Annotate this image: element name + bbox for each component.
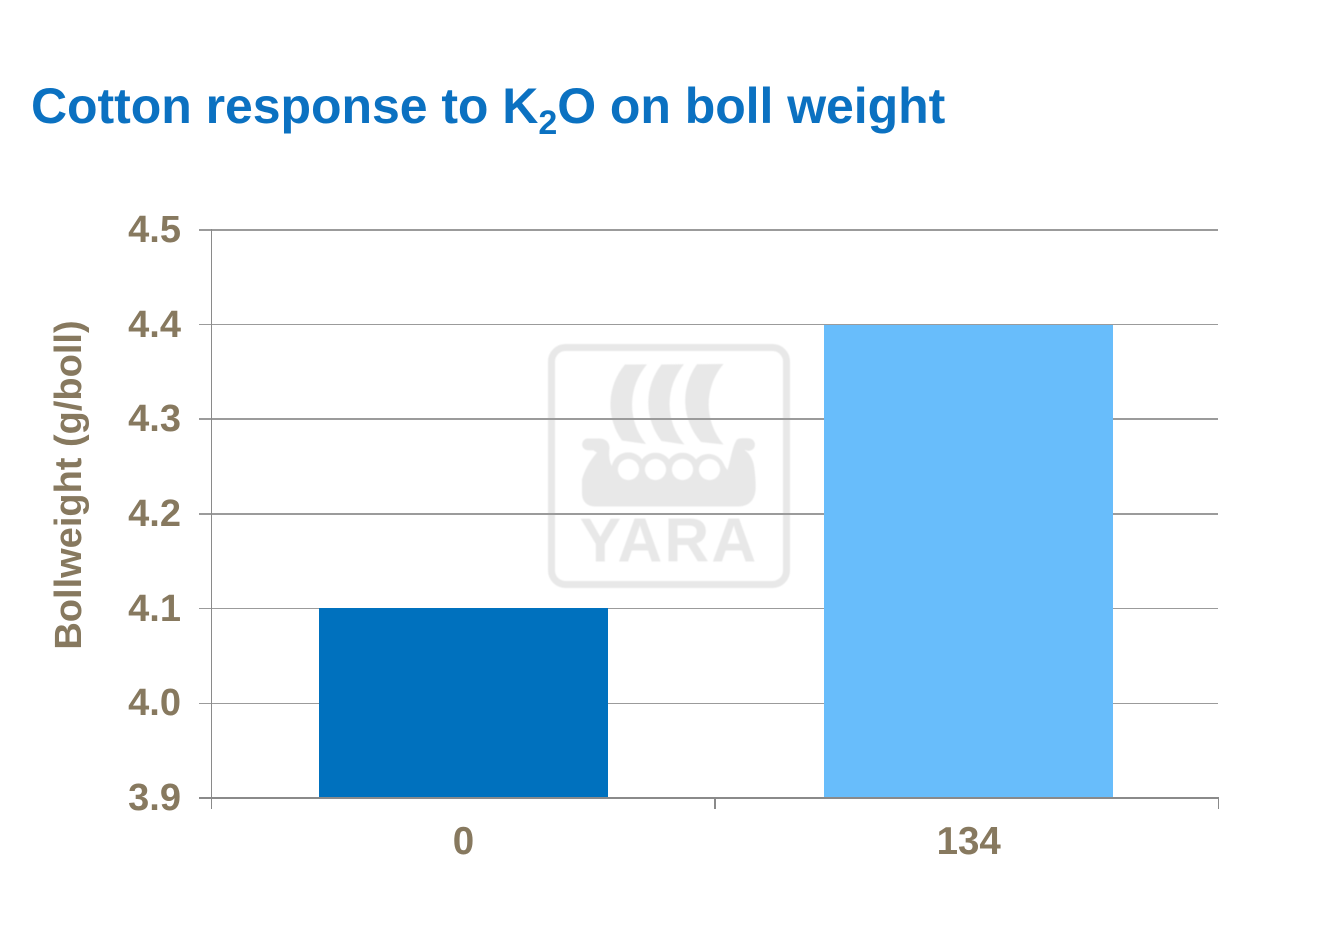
svg-text:YARA: YARA — [580, 507, 759, 576]
